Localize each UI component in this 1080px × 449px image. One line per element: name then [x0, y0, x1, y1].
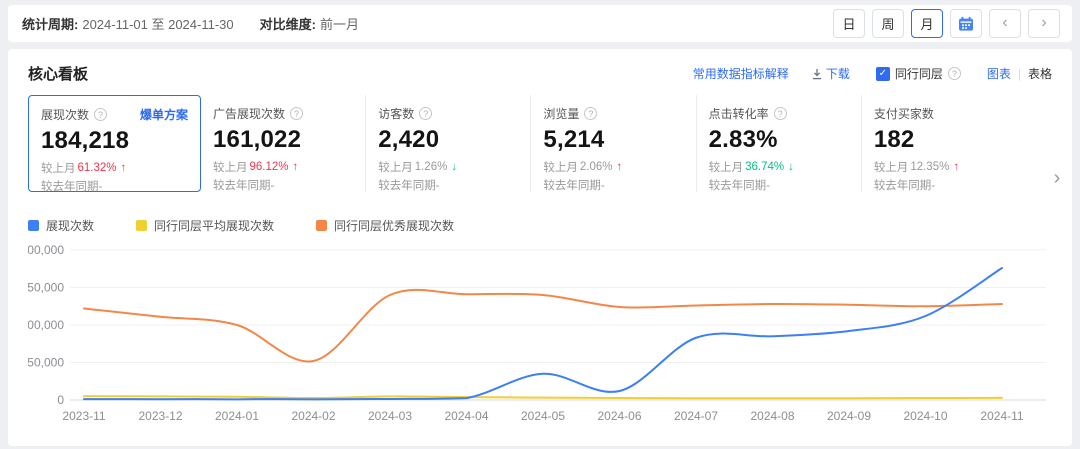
svg-text:2024-01: 2024-01: [215, 409, 259, 423]
svg-text:2024-09: 2024-09: [827, 409, 871, 423]
trend-down-icon: ↓: [451, 161, 458, 173]
period-label: 统计周期:: [22, 17, 79, 32]
series-line: [83, 288, 1003, 363]
calendar-icon: [959, 16, 973, 31]
metric-value: 161,022: [213, 126, 302, 153]
svg-text:200,000: 200,000: [28, 243, 64, 257]
svg-text:2024-06: 2024-06: [597, 409, 641, 423]
compare-value: 前一月: [319, 17, 359, 32]
view-chart-tab[interactable]: 图表: [986, 67, 1011, 81]
metric-title: 点击转化率: [708, 107, 769, 121]
metric-value: 5,214: [543, 126, 605, 153]
metric-card-visitors[interactable]: 访客数 ? 2,420 较上月 1.26% ↓ 较去年同期-: [365, 95, 530, 192]
trend-up-icon: ↑: [292, 161, 299, 173]
hot-plan-link[interactable]: 爆单方案: [139, 108, 188, 122]
svg-text:150,000: 150,000: [28, 281, 64, 295]
download-icon: [812, 68, 822, 79]
yoy-line: 较去年同期-: [378, 180, 440, 192]
svg-text:2024-08: 2024-08: [750, 409, 794, 423]
peer-layer-checkbox[interactable]: ✓: [875, 66, 890, 81]
info-icon[interactable]: ?: [419, 107, 433, 120]
trend-up-icon: ↑: [616, 161, 623, 173]
yoy-line: 较去年同期-: [708, 180, 770, 192]
svg-text:50,000: 50,000: [28, 356, 64, 370]
trend-up-icon: ↑: [120, 162, 127, 174]
metric-cards-row: 展现次数 ? 爆单方案 184,218 较上月 61.32% ↑ 较去年同期- 广告…: [28, 95, 1052, 193]
legend-swatch-yellow: [136, 220, 148, 231]
legend-item-peer-average[interactable]: 同行同层平均展现次数: [136, 217, 274, 234]
metric-help-link[interactable]: 常用数据指标解释: [692, 67, 789, 81]
peer-layer-label: 同行同层: [894, 67, 943, 81]
info-icon[interactable]: ?: [773, 107, 787, 120]
yoy-line: 较去年同期-: [873, 180, 936, 192]
date-picker-button[interactable]: [950, 9, 982, 38]
view-table-tab[interactable]: 表格: [1027, 67, 1052, 81]
cards-scroll-right-button[interactable]: ›: [1048, 167, 1066, 190]
compare-label: 对比维度:: [259, 17, 316, 32]
series-line: [83, 395, 1003, 400]
yoy-line: 较去年同期-: [213, 180, 275, 192]
prev-period-button[interactable]: ‹: [989, 9, 1021, 38]
svg-text:2024-02: 2024-02: [291, 409, 335, 423]
granularity-week-button[interactable]: 周: [872, 9, 904, 38]
chart-area: 0 50,000 100,000 150,000 200,000 2023-11 2023-…: [21, 240, 1052, 435]
metric-card-ctr[interactable]: 点击转化率 ? 2.83% 较上月 36.74% ↓ 较去年同期-: [695, 95, 861, 192]
metric-title: 支付买家数: [873, 107, 934, 121]
info-icon[interactable]: ?: [947, 67, 961, 80]
page-title: 核心看板: [28, 66, 89, 83]
svg-text:2024-07: 2024-07: [674, 409, 718, 423]
svg-text:0: 0: [57, 393, 64, 407]
svg-text:2024-03: 2024-03: [368, 409, 412, 423]
metric-card-paying-buyers[interactable]: 支付买家数 182 较上月 12.35% ↑ 较去年同期-: [860, 95, 1026, 192]
chevron-left-icon: ‹: [1002, 13, 1008, 31]
svg-text:2023-11: 2023-11: [62, 409, 105, 423]
legend-swatch-orange: [316, 220, 328, 231]
info-icon[interactable]: ?: [94, 108, 108, 121]
trend-down-icon: ↓: [788, 161, 794, 173]
metric-value: 2,420: [378, 126, 440, 153]
check-icon: ✓: [878, 68, 888, 79]
svg-text:100,000: 100,000: [28, 318, 64, 332]
metric-card-ad-impressions[interactable]: 广告展现次数 ? 161,022 较上月 96.12% ↑ 较去年同期-: [201, 95, 365, 192]
yoy-line: 较去年同期-: [41, 181, 103, 193]
filter-bar: 统计周期: 2024-11-01 至 2024-11-30 对比维度: 前一月 …: [8, 5, 1072, 42]
next-period-button[interactable]: ›: [1028, 9, 1060, 38]
granularity-day-button[interactable]: 日: [833, 9, 865, 38]
svg-text:2024-10: 2024-10: [903, 409, 947, 423]
metric-value: 182: [873, 126, 915, 153]
svg-text:2024-11: 2024-11: [980, 409, 1023, 423]
info-icon[interactable]: ?: [290, 107, 304, 120]
view-divider: |: [1017, 66, 1021, 81]
download-label: 下载: [825, 67, 850, 81]
legend-swatch-blue: [28, 220, 39, 231]
chevron-right-icon: ›: [1053, 167, 1061, 189]
granularity-month-button[interactable]: 月: [911, 9, 943, 38]
trend-up-icon: ↑: [953, 161, 960, 173]
period-value: 2024-11-01 至 2024-11-30: [82, 17, 234, 32]
metric-title: 展现次数: [41, 108, 90, 122]
yoy-line: 较去年同期-: [543, 180, 605, 192]
metric-title: 浏览量: [543, 107, 580, 121]
metric-value: 2.83%: [708, 126, 778, 153]
series-line: [83, 267, 1003, 401]
metric-title: 广告展现次数: [213, 107, 286, 121]
metric-title: 访客数: [378, 107, 415, 121]
trend-chart: 0 50,000 100,000 150,000 200,000 2023-11 2023-…: [21, 243, 1046, 423]
legend-item-peer-excellent[interactable]: 同行同层优秀展现次数: [316, 217, 454, 234]
metric-card-impressions[interactable]: 展现次数 ? 爆单方案 184,218 较上月 61.32% ↑ 较去年同期-: [28, 95, 201, 193]
chart-legend: 展现次数 同行同层平均展现次数 同行同层优秀展现次数: [28, 217, 1052, 234]
svg-text:2024-05: 2024-05: [521, 409, 565, 423]
svg-text:2023-12: 2023-12: [138, 409, 182, 423]
metric-card-pageviews[interactable]: 浏览量 ? 5,214 较上月 2.06% ↑ 较去年同期-: [530, 95, 695, 192]
core-dashboard-panel: 核心看板 常用数据指标解释 下载 ✓ 同行同层 ? 图表 | 表格: [8, 49, 1072, 446]
download-button[interactable]: 下载: [811, 65, 850, 82]
legend-item-impressions[interactable]: 展现次数: [28, 217, 94, 234]
info-icon[interactable]: ?: [584, 107, 598, 120]
chevron-right-icon: ›: [1041, 13, 1047, 31]
metric-value: 184,218: [41, 127, 130, 154]
svg-text:2024-04: 2024-04: [444, 409, 488, 423]
